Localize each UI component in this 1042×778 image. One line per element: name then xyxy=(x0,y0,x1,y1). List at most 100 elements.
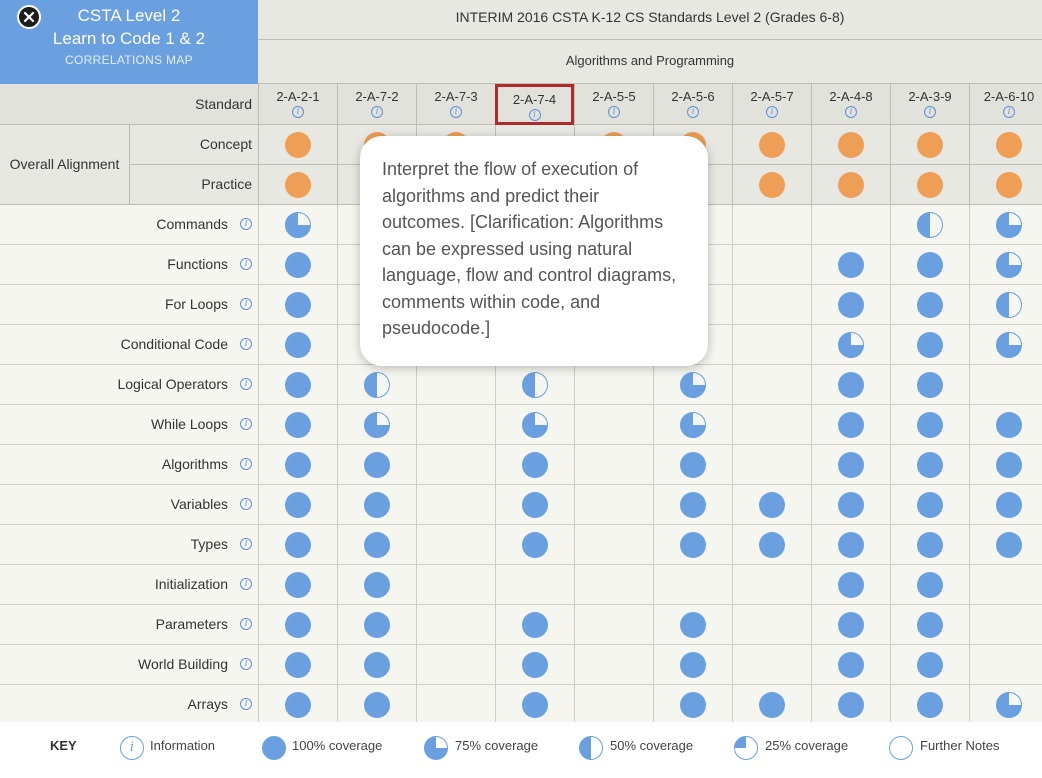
coverage-cell xyxy=(732,365,811,405)
coverage-cell xyxy=(258,205,337,245)
standard-column-2-a-7-2[interactable]: 2-A-7-2 i xyxy=(337,84,416,125)
info-icon[interactable]: i xyxy=(240,618,252,630)
full-coverage-dot xyxy=(680,651,706,678)
alignment-dot xyxy=(838,131,864,158)
coverage-cell xyxy=(811,325,890,365)
info-icon[interactable]: i xyxy=(371,106,383,118)
standard-column-2-a-5-5[interactable]: 2-A-5-5 i xyxy=(574,84,653,125)
standard-column-2-a-2-1[interactable]: 2-A-2-1 i xyxy=(258,84,337,125)
info-icon[interactable]: i xyxy=(240,338,252,350)
info-icon[interactable]: i xyxy=(240,298,252,310)
standard-column-2-a-6-10[interactable]: 2-A-6-10 i xyxy=(969,84,1042,125)
info-icon[interactable]: i xyxy=(924,106,936,118)
alignment-cell xyxy=(258,125,337,165)
full-coverage-dot xyxy=(917,691,943,718)
coverage-cell xyxy=(653,445,732,485)
brand-title-line1: CSTA Level 2 xyxy=(77,6,181,25)
alignment-row-label-practice: Practice xyxy=(130,165,258,205)
info-icon[interactable]: i xyxy=(292,106,304,118)
info-icon[interactable]: i xyxy=(687,106,699,118)
coverage-cell xyxy=(969,325,1042,365)
full-coverage-dot xyxy=(838,491,864,518)
info-icon[interactable]: i xyxy=(845,106,857,118)
coverage-cell xyxy=(495,445,574,485)
full-coverage-dot xyxy=(917,611,943,638)
coverage-cell xyxy=(811,605,890,645)
coverage-cell xyxy=(969,245,1042,285)
standard-column-2-a-3-9[interactable]: 2-A-3-9 i xyxy=(890,84,969,125)
standard-column-2-a-5-7[interactable]: 2-A-5-7 i xyxy=(732,84,811,125)
coverage-cell xyxy=(495,485,574,525)
coverage-cell xyxy=(258,285,337,325)
full-coverage-dot xyxy=(838,251,864,278)
alignment-dot xyxy=(917,171,943,198)
row-label-commands: Commands i xyxy=(0,205,258,245)
coverage-cell xyxy=(337,525,416,565)
full-coverage-dot xyxy=(680,611,706,638)
coverage-cell xyxy=(495,645,574,685)
coverage-cell xyxy=(416,485,495,525)
coverage-cell xyxy=(811,365,890,405)
info-icon[interactable]: i xyxy=(240,218,252,230)
full-coverage-dot xyxy=(759,531,785,558)
three-quarter-coverage-dot xyxy=(996,691,1022,718)
coverage-cell xyxy=(732,565,811,605)
coverage-cell xyxy=(258,685,337,725)
info-icon[interactable]: i xyxy=(528,109,541,121)
coverage-cell xyxy=(811,405,890,445)
info-icon[interactable]: i xyxy=(240,418,252,430)
alignment-cell xyxy=(258,165,337,205)
standard-column-2-a-7-3[interactable]: 2-A-7-3 i xyxy=(416,84,495,125)
full-coverage-dot xyxy=(838,611,864,638)
info-icon[interactable]: i xyxy=(240,658,252,670)
brand-subtitle: CORRELATIONS MAP xyxy=(65,53,193,67)
alignment-dot xyxy=(285,171,311,198)
coverage-cell xyxy=(811,285,890,325)
full-coverage-dot xyxy=(838,651,864,678)
standards-title: INTERIM 2016 CSTA K-12 CS Standards Leve… xyxy=(258,0,1042,40)
key-label: 25% coverage xyxy=(765,738,849,753)
info-icon[interactable]: i xyxy=(240,538,252,550)
info-icon[interactable]: i xyxy=(240,578,252,590)
coverage-cell xyxy=(258,365,337,405)
info-icon[interactable]: i xyxy=(240,378,252,390)
coverage-cell xyxy=(258,245,337,285)
coverage-cell xyxy=(890,485,969,525)
row-label-for-loops: For Loops i xyxy=(0,285,258,325)
info-icon[interactable]: i xyxy=(240,698,252,710)
info-icon[interactable]: i xyxy=(608,106,620,118)
coverage-cell xyxy=(811,645,890,685)
full-coverage-dot xyxy=(285,611,311,638)
info-icon[interactable]: i xyxy=(240,458,252,470)
coverage-cell xyxy=(653,485,732,525)
key-label: 100% coverage xyxy=(292,738,383,753)
info-icon[interactable]: i xyxy=(450,106,462,118)
full-coverage-dot xyxy=(522,531,548,558)
full-coverage-dot xyxy=(285,331,311,358)
info-icon[interactable]: i xyxy=(1003,106,1015,118)
info-icon[interactable]: i xyxy=(766,106,778,118)
coverage-cell xyxy=(258,405,337,445)
standard-column-2-a-7-4[interactable]: 2-A-7-4 i xyxy=(495,84,574,125)
coverage-cell xyxy=(811,685,890,725)
coverage-cell xyxy=(890,685,969,725)
row-label-text: World Building xyxy=(137,656,228,672)
standard-row-label: Standard xyxy=(0,84,258,125)
coverage-cell xyxy=(416,685,495,725)
alignment-cell xyxy=(811,125,890,165)
standard-column-2-a-5-6[interactable]: 2-A-5-6 i xyxy=(653,84,732,125)
coverage-cell xyxy=(258,565,337,605)
coverage-cell xyxy=(337,565,416,605)
coverage-cell xyxy=(732,405,811,445)
alignment-cell xyxy=(811,165,890,205)
close-button[interactable] xyxy=(17,5,41,29)
info-icon[interactable]: i xyxy=(240,498,252,510)
full-coverage-dot xyxy=(838,411,864,438)
overall-alignment-label: Overall Alignment xyxy=(0,125,130,205)
standard-column-2-a-4-8[interactable]: 2-A-4-8 i xyxy=(811,84,890,125)
standard-code: 2-A-5-5 xyxy=(592,89,636,104)
alignment-cell xyxy=(890,165,969,205)
three-quarter-coverage-dot xyxy=(680,411,706,438)
coverage-cell xyxy=(969,285,1042,325)
info-icon[interactable]: i xyxy=(240,258,252,270)
